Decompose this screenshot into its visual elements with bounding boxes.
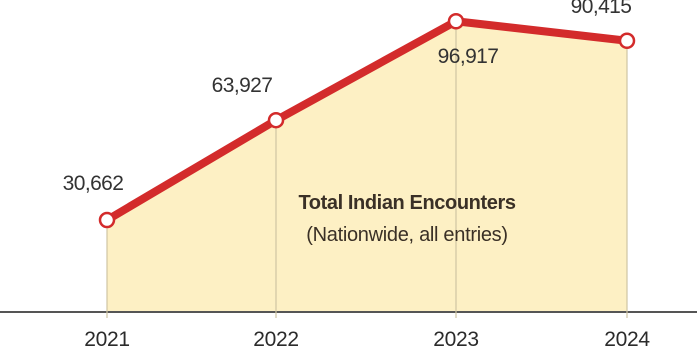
x-tick-label-2021: 2021 — [84, 328, 130, 351]
series-line-layer — [103, 17, 631, 225]
x-tick-label-2022: 2022 — [253, 328, 299, 351]
data-point-2024 — [618, 32, 636, 50]
annotation-subtitle: (Nationwide, all entries) — [306, 224, 507, 246]
value-label-2024: 90,415 — [571, 0, 632, 18]
data-point-2021 — [98, 211, 116, 229]
data-point-2023 — [447, 12, 465, 30]
data-points — [98, 12, 636, 229]
data-point-2022 — [267, 111, 285, 129]
annotation-title: Total Indian Encounters — [298, 192, 515, 214]
value-label-2022: 63,927 — [212, 74, 273, 97]
area-fill-layer — [107, 21, 627, 313]
value-label-2021: 30,662 — [63, 172, 124, 195]
x-tick-label-2024: 2024 — [604, 328, 650, 351]
drop-lines — [106, 21, 628, 318]
x-tick-labels: 2021 2022 2023 2024 — [84, 328, 650, 351]
x-tick-label-2023: 2023 — [433, 328, 479, 351]
value-labels: 30,662 63,927 96,917 90,415 — [63, 0, 632, 195]
series-line — [103, 17, 631, 225]
value-label-2023: 96,917 — [438, 45, 499, 68]
area-fill — [107, 21, 627, 313]
